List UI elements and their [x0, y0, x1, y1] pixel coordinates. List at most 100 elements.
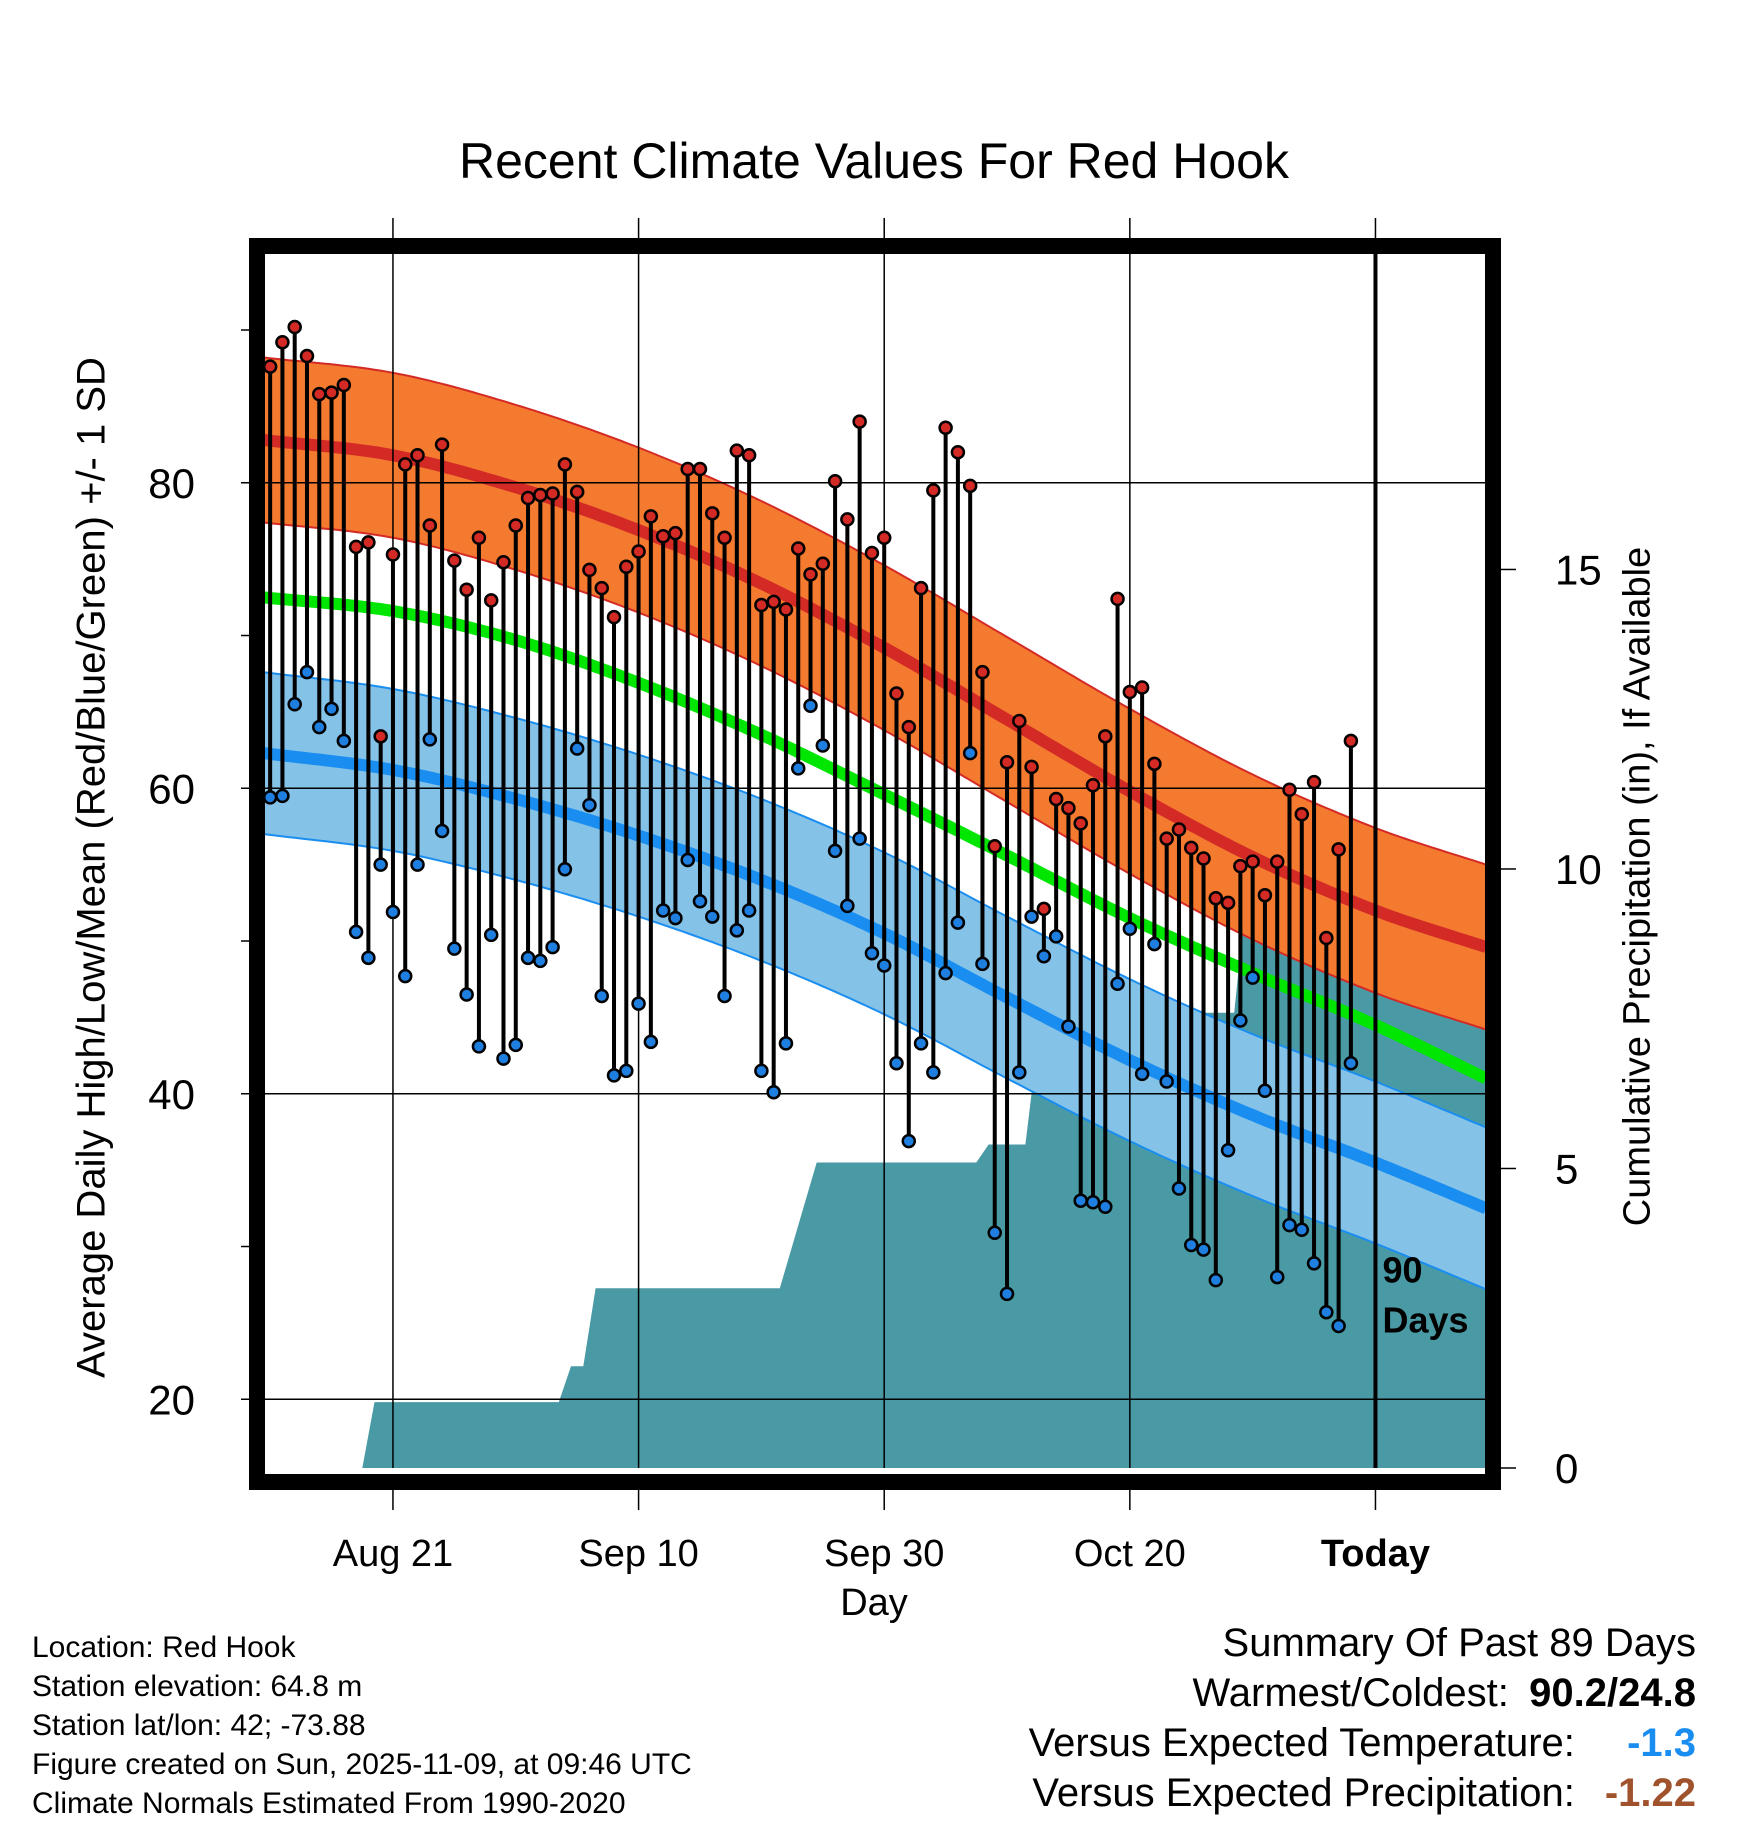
location-text: Location: Red Hook: [32, 1631, 296, 1664]
daily-low-point: [876, 958, 892, 973]
daily-low-point: [410, 857, 425, 872]
daily-high-point: [913, 580, 929, 596]
x-tick-label: Sep 10: [578, 1533, 698, 1575]
daily-low-point: [1024, 909, 1039, 924]
daily-high-point: [1024, 759, 1039, 775]
daily-high-point: [631, 544, 646, 559]
daily-high-point: [1183, 840, 1199, 856]
daily-high-point: [459, 582, 474, 597]
daily-low-point: [680, 852, 695, 868]
daily-low-point: [962, 745, 978, 761]
y2-tick-label: 0: [1555, 1445, 1578, 1492]
daily-high-point: [287, 319, 302, 335]
daily-low-point: [312, 719, 327, 735]
daily-low-point: [1147, 936, 1162, 952]
daily-high-point: [1085, 777, 1101, 793]
daily-low-point: [520, 950, 536, 966]
daily-high-point: [385, 547, 401, 562]
daily-low-point: [508, 1037, 524, 1053]
daily-high-point: [962, 478, 978, 494]
daily-low-point: [336, 733, 352, 749]
daily-high-point: [569, 484, 585, 500]
daily-low-point: [1269, 1269, 1285, 1285]
daily-low-point: [889, 1055, 904, 1071]
daily-high-point: [655, 528, 671, 544]
daily-high-point: [643, 509, 659, 524]
station-info: Location: Red Hook Station elevation: 64…: [32, 1628, 692, 1823]
daily-high-point: [324, 385, 339, 400]
daily-high-point: [1245, 854, 1260, 869]
daily-high-point: [520, 490, 536, 506]
daily-high-point: [1012, 713, 1027, 729]
daily-high-point: [1282, 782, 1297, 798]
daily-high-point: [557, 457, 573, 472]
daily-high-point: [1134, 680, 1150, 695]
temp-label: Versus Expected Temperature:: [1028, 1721, 1575, 1765]
daily-low-point: [1183, 1237, 1199, 1253]
daily-low-point: [987, 1225, 1002, 1241]
daily-low-point: [790, 761, 806, 776]
daily-high-point: [1159, 831, 1174, 846]
y-tick-label: 60: [148, 765, 195, 812]
summary-title: Summary Of Past 89 Days: [1222, 1621, 1696, 1665]
daily-high-point: [299, 348, 315, 364]
daily-high-point: [766, 594, 781, 610]
daily-high-point: [827, 473, 843, 489]
daily-low-point: [1245, 970, 1260, 985]
daily-high-point: [1331, 842, 1346, 857]
daily-high-point: [1110, 591, 1125, 607]
daily-low-point: [717, 988, 732, 1004]
daily-low-point: [1012, 1065, 1027, 1080]
daily-low-point: [754, 1063, 769, 1079]
daily-high-point: [680, 461, 695, 477]
today-marker-days: 90: [1382, 1249, 1422, 1290]
x-tick-label: Oct 20: [1074, 1533, 1186, 1575]
daily-low-point: [766, 1084, 781, 1100]
daily-high-point: [496, 554, 511, 570]
daily-high-point: [1073, 816, 1088, 831]
daily-low-point: [926, 1065, 941, 1080]
daily-high-point: [606, 609, 622, 625]
elevation-text: Station elevation: 64.8 m: [32, 1670, 363, 1703]
daily-low-point: [373, 857, 388, 872]
summary-temp: Versus Expected Temperature: -1.3: [1029, 1718, 1696, 1768]
daily-low-point: [913, 1036, 929, 1051]
daily-low-point: [1134, 1066, 1150, 1082]
daily-high-point: [1036, 901, 1052, 917]
daily-high-point: [840, 512, 855, 527]
daily-high-point: [410, 448, 425, 463]
daily-high-point: [348, 539, 364, 555]
daily-low-point: [385, 904, 401, 920]
daily-low-point: [496, 1051, 511, 1066]
daily-low-point: [1233, 1013, 1248, 1028]
daily-low-point: [643, 1034, 659, 1050]
daily-low-point: [619, 1063, 634, 1079]
created-text: Figure created on Sun, 2025-11-09, at 09…: [32, 1748, 692, 1781]
daily-high-point: [619, 559, 634, 575]
daily-low-point: [299, 664, 315, 680]
daily-high-point: [397, 457, 413, 472]
daily-low-point: [1331, 1318, 1346, 1334]
daily-high-point: [741, 448, 757, 463]
daily-high-point: [1306, 774, 1322, 790]
daily-low-point: [264, 790, 278, 805]
daily-low-point: [1061, 1019, 1076, 1034]
daily-high-point: [668, 525, 683, 541]
daily-high-point: [790, 541, 806, 556]
today-marker-label: Days: [1382, 1299, 1468, 1340]
daily-low-point: [434, 823, 450, 839]
y-tick-label: 20: [148, 1376, 195, 1423]
axes: 20 40 60 80 0 5 10 15 Aug 21 Sep 10 Sep 30 Oct 20 To…: [148, 218, 1602, 1575]
daily-low-point: [1257, 1083, 1273, 1098]
daily-high-point: [1147, 756, 1162, 772]
chart-title: Recent Climate Values For Red Hook: [459, 133, 1289, 189]
daily-high-point: [717, 530, 732, 546]
daily-high-point: [1061, 800, 1076, 816]
extremes-value: 90.2/24.8: [1529, 1671, 1696, 1715]
daily-low-point: [348, 924, 364, 940]
daily-high-point: [975, 664, 990, 680]
daily-low-point: [864, 945, 880, 961]
daily-low-point: [1319, 1304, 1334, 1320]
y-axis-label: Average Daily High/Low/Mean (Red/Blue/Gr…: [69, 357, 114, 1378]
daily-low-point: [1306, 1256, 1322, 1271]
